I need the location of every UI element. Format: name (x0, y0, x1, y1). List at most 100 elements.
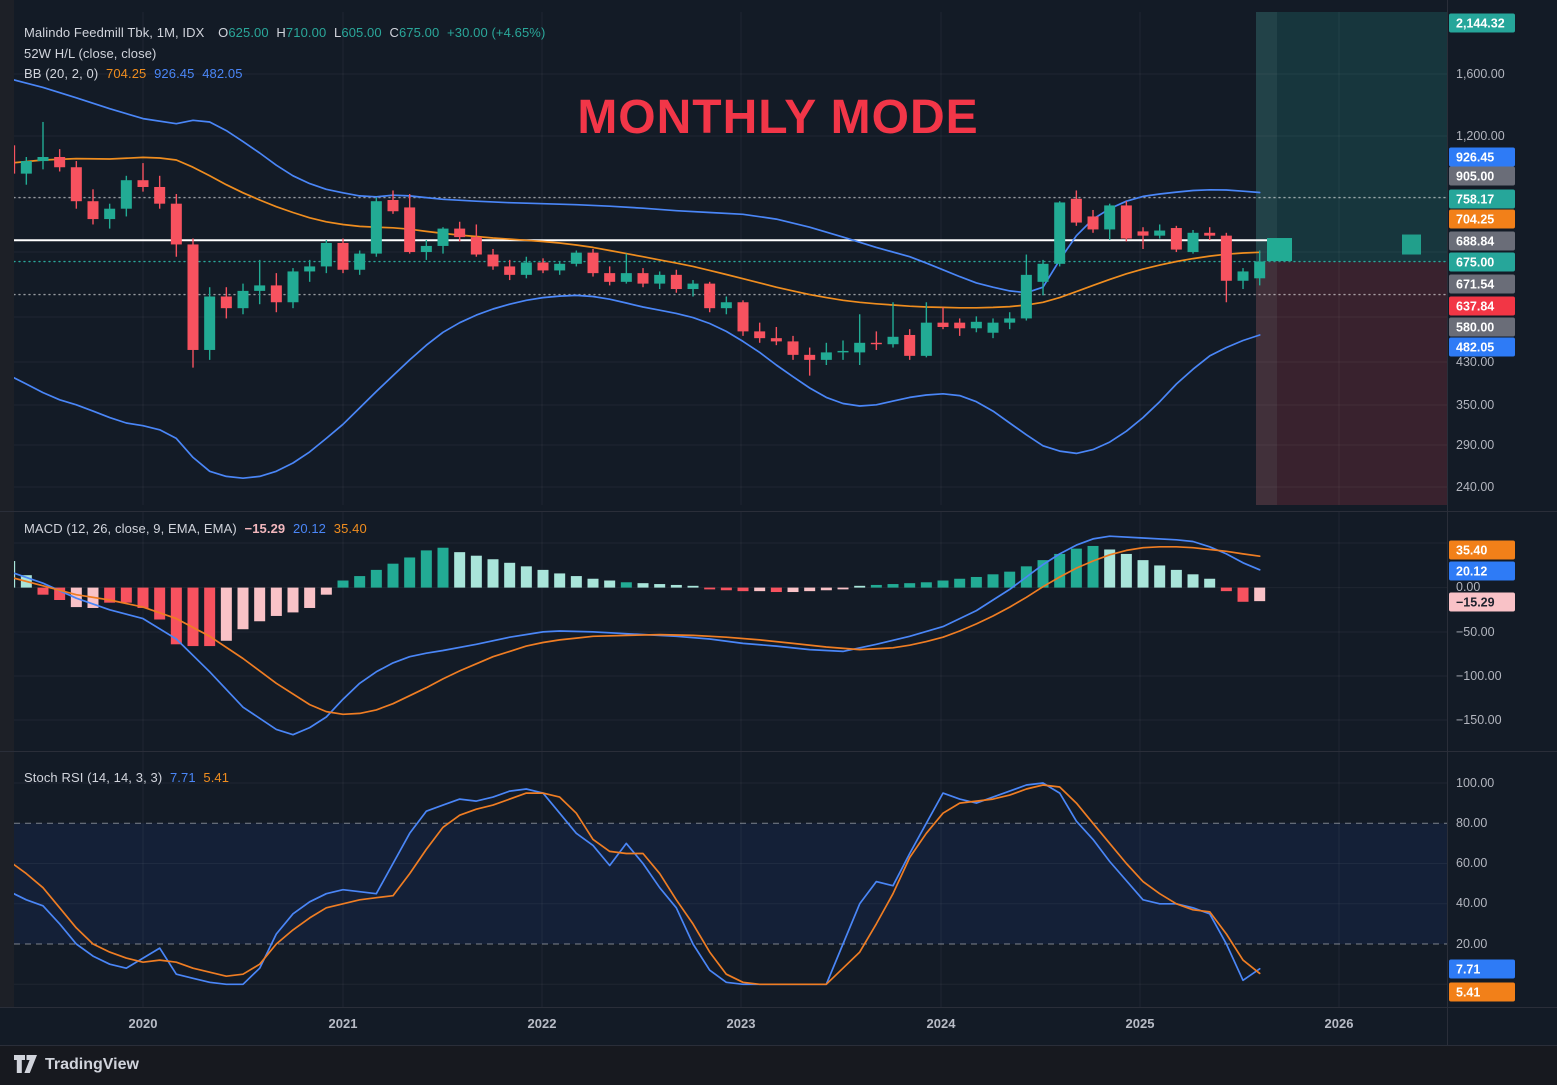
macd-histogram-bar (1170, 569, 1182, 588)
candle-body (437, 228, 449, 246)
macd-indicator-row[interactable]: MACD (12, 26, close, 9, EMA, EMA) −15.29… (24, 521, 371, 536)
candle-body (987, 322, 999, 333)
axis-price-badge[interactable]: 926.45 (1449, 147, 1515, 167)
candle-body (1254, 261, 1266, 279)
time-axis-label: 2024 (926, 1016, 956, 1031)
time-axis-label: 2022 (527, 1016, 557, 1031)
candle-body (587, 252, 599, 274)
change-value: +30.00 (+4.65%) (447, 25, 546, 40)
bb-upper-band (8, 77, 1261, 294)
candle-body (320, 242, 332, 267)
tradingview-logo[interactable]: TradingView (14, 1055, 139, 1074)
macd-histogram-bar (287, 587, 299, 613)
macd-plot[interactable] (0, 511, 1447, 751)
macd-histogram-bar (220, 587, 232, 641)
macd-histogram-bar (820, 587, 832, 591)
axis-price-badge[interactable]: 905.00 (1449, 166, 1515, 186)
symbol-legend-row[interactable]: Malindo Feedmill Tbk, 1M, IDX O625.00 H7… (24, 25, 549, 40)
candle-body (270, 285, 282, 303)
axis-price-badge[interactable]: 5.41 (1449, 982, 1515, 1002)
price-scale[interactable]: 1,600.00 1,200.00 430.00 350.00 290.00 240.00… (1448, 0, 1557, 1007)
pane-separator[interactable] (0, 511, 1557, 512)
pane-separator[interactable] (0, 751, 1557, 752)
candle-body (570, 252, 582, 264)
axis-price-badge[interactable]: 637.84 (1449, 296, 1515, 316)
axis-price-badge[interactable]: 704.25 (1449, 209, 1515, 229)
candle-body (1120, 205, 1132, 239)
candle-body (904, 334, 916, 356)
axis-tick-label: 100.00 (1456, 776, 1495, 790)
macd-histogram-bar (1204, 578, 1216, 588)
open-value: 625.00 (228, 25, 269, 40)
price-plot[interactable] (0, 0, 1447, 511)
axis-price-badge[interactable]: 675.00 (1449, 252, 1515, 272)
axis-tick-label: 60.00 (1456, 856, 1488, 870)
axis-price-badge[interactable]: 7.71 (1449, 959, 1515, 979)
candle-body (620, 273, 632, 282)
axis-price-badge[interactable]: 35.40 (1449, 540, 1515, 560)
bb-upper-value: 926.45 (154, 66, 195, 81)
candle-body (887, 336, 899, 345)
candle-body (187, 244, 199, 350)
left-margin (0, 0, 14, 1007)
candle-body (104, 208, 116, 220)
tradingview-logo-icon (14, 1055, 37, 1073)
macd-histogram-bar (987, 574, 999, 588)
candle-body (1187, 232, 1199, 253)
axis-price-badge[interactable]: 20.12 (1449, 561, 1515, 581)
position-tool-chip[interactable] (1402, 234, 1421, 255)
macd-histogram-bar (537, 569, 549, 588)
stoch-indicator-row[interactable]: Stoch RSI (14, 14, 3, 3) 7.71 5.41 (24, 770, 233, 785)
long-position-loss-zone[interactable] (1256, 261, 1447, 505)
axis-price-badge[interactable]: 482.05 (1449, 337, 1515, 357)
candle-body (1170, 228, 1182, 250)
macd-histogram-bar (804, 587, 816, 592)
macd-histogram-bar (354, 576, 366, 588)
time-axis-label: 2023 (726, 1016, 756, 1031)
stoch-plot[interactable] (0, 751, 1447, 1007)
axis-price-badge[interactable]: 2,144.32 (1449, 13, 1515, 33)
axis-price-badge[interactable]: 580.00 (1449, 317, 1515, 337)
hl-indicator-row[interactable]: 52W H/L (close, close) (24, 46, 160, 61)
candle-body (604, 273, 616, 282)
axis-price-badge[interactable]: −15.29 (1449, 592, 1515, 612)
candle-body (87, 201, 99, 220)
open-label: O (218, 25, 229, 40)
candle-body (720, 302, 732, 309)
macd-histogram-bar (1137, 560, 1149, 588)
axis-price-badge[interactable]: 758.17 (1449, 189, 1515, 209)
macd-histogram-bar (1254, 587, 1266, 602)
macd-histogram-bar (237, 587, 249, 630)
close-label: C (389, 25, 399, 40)
time-scale[interactable]: 2020 2021 2022 2023 2024 2025 2026 (0, 1007, 1557, 1045)
macd-histogram-bar (487, 559, 499, 588)
bb-indicator-row[interactable]: BB (20, 2, 0) 704.25 926.45 482.05 (24, 66, 247, 81)
position-entry-handle[interactable] (1267, 238, 1292, 262)
candle-body (554, 263, 566, 271)
long-position-profit-zone[interactable] (1256, 12, 1447, 262)
candle-body (70, 167, 82, 202)
candle-body (804, 354, 816, 360)
macd-histogram-bar (54, 587, 66, 601)
stoch-d-value: 5.41 (203, 770, 230, 785)
watermark-monthly-mode: MONTHLY MODE (577, 91, 979, 144)
macd-signal-line (8, 545, 1261, 716)
macd-histogram-bar (904, 583, 916, 588)
axis-price-badge[interactable]: 688.84 (1449, 231, 1515, 251)
macd-histogram-bar (954, 578, 966, 588)
current-bar-highlight (1256, 12, 1277, 505)
axis-tick-label: −100.00 (1456, 669, 1502, 683)
candle-body (20, 161, 32, 174)
axis-price-badge[interactable]: 671.54 (1449, 274, 1515, 294)
macd-histogram-bar (937, 580, 949, 588)
axis-tick-label: 1,600.00 (1456, 67, 1505, 81)
candle-body (337, 242, 349, 270)
macd-histogram-bar (770, 587, 782, 593)
macd-histogram-bar (687, 585, 699, 588)
bb-lower-band (8, 294, 1261, 480)
candle-body (787, 341, 799, 355)
candle-body (820, 352, 832, 360)
candle-body (287, 271, 299, 303)
candle-body (154, 186, 166, 204)
candle-body (1020, 274, 1032, 319)
